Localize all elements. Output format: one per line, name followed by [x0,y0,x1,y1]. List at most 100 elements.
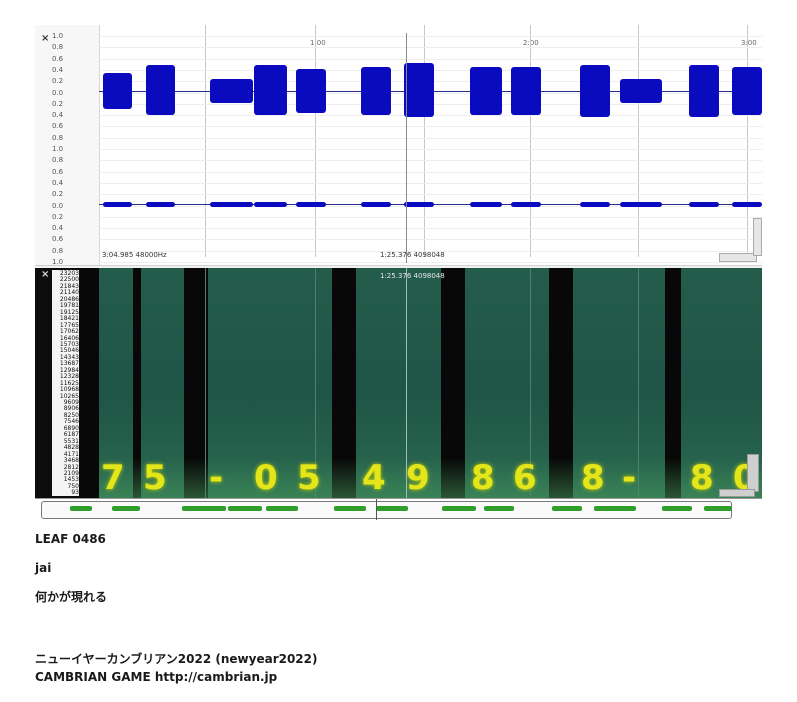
frequency-label: 21140 [59,289,79,297]
grid-line [747,25,748,257]
grid-line [99,171,762,173]
grid-line [99,160,762,162]
vertical-zoom-slider[interactable] [753,218,762,256]
overview-segment [594,506,636,511]
site-footer: CAMBRIAN GAME http://cambrian.jp [35,670,278,684]
silence-gap [79,268,99,498]
grid-line [638,268,639,498]
amplitude-label: 0.2 [52,190,64,199]
amplitude-label: 0.6 [52,54,64,63]
frequency-label: 23203 [59,270,79,277]
grid-line [99,194,762,196]
frequency-label: 22500 [59,276,79,284]
grid-line [99,182,762,184]
amplitude-label: 0.6 [52,122,64,131]
amplitude-label: 0.4 [52,111,64,120]
frequency-label: 3468 [63,457,79,465]
frequency-label: 4171 [63,450,79,458]
amplitude-label: 0.8 [52,246,64,255]
author-name: jai [35,561,52,575]
frequency-label: 19781 [59,302,79,310]
spectrogram-digit: 8 [690,458,714,498]
amplitude-label: 0.6 [52,167,64,176]
ruler-tick: 3:00 [741,39,757,47]
frequency-label: 11625 [59,379,79,387]
horizontal-zoom-slider[interactable] [719,253,757,262]
spectrogram-close-icon[interactable]: × [41,269,50,280]
spectrogram-gain-slider[interactable] [747,454,759,492]
frequency-label: 4828 [63,444,79,452]
amplitude-gutter [35,25,100,265]
playhead-cursor[interactable] [406,33,407,263]
frequency-label: 17765 [59,321,79,329]
frequency-scale: 23203 22500 21843 21140 20486 19781 19125 18421… [52,270,80,496]
frequency-label: 13687 [59,360,79,368]
overview-cursor[interactable] [376,499,377,520]
frequency-label: 15703 [59,340,79,348]
grid-line [99,216,762,218]
overview-segment [662,506,692,511]
playhead-cursor[interactable] [406,268,407,498]
spectrogram-digit: 5 [143,458,167,498]
frequency-label: 750 [67,482,79,490]
grid-line [315,25,316,257]
frequency-label: 15046 [59,347,79,355]
frequency-label: 1453 [63,476,79,484]
frequency-label: 10265 [59,392,79,400]
amplitude-label: 0.2 [52,77,64,86]
cursor-position-readout: 1:25.376 4098048 [380,251,445,259]
spectrogram-digit: 8 [581,458,605,498]
spectrogram-digit: 8 [471,458,495,498]
amplitude-label: 1.0 [52,145,64,153]
amplitude-label: 0.8 [52,156,64,165]
overview-segment [182,506,226,511]
grid-line [99,239,762,241]
silence-gap [133,268,141,498]
grid-line [99,149,762,150]
grid-line [530,25,531,257]
overview-segment [376,506,408,511]
frequency-label: 20486 [59,295,79,303]
artwork-title: 何かが現れる [35,590,108,604]
grid-line [530,268,531,498]
spectrogram-digit: 4 [362,458,386,498]
frequency-label: 12328 [59,373,79,381]
overview-segment [704,506,732,511]
cursor-position-readout: 1:25.376 4098048 [380,272,445,280]
grid-line [99,126,762,128]
amplitude-label: 0.8 [52,133,64,142]
amplitude-label: 0.8 [52,43,64,52]
overview-segment [552,506,582,511]
spectrogram-digit: 7 [101,458,125,498]
frequency-label: 6187 [63,431,79,439]
overview-segment [228,506,262,511]
frequency-label: 16406 [59,334,79,342]
amplitude-label: 0.0 [52,88,64,97]
frequency-label: 12984 [59,366,79,374]
spectrogram-panel[interactable]: × 23203 22500 21843 21140 20486 19781 19125 184… [35,268,762,498]
amplitude-label: 0.6 [52,235,64,244]
waveform-close-icon[interactable]: × [41,33,50,44]
ruler-tick: 1:00 [310,39,326,47]
sample-rate-readout: 3:04.985 48000Hz [102,251,167,259]
frequency-label: 19125 [59,308,79,316]
spectrogram-digit: 5 [297,458,321,498]
spectrogram-digit: 9 [406,458,430,498]
overview-strip[interactable] [35,498,762,520]
frequency-label: 17062 [59,328,79,336]
grid-line [99,47,762,49]
grid-line [99,137,762,139]
overview-segment [334,506,366,511]
overview-scroll-track[interactable] [41,501,732,519]
audio-editor-screenshot: × 1.0 0.8 0.6 0.4 0.2 0.0 0.2 0.4 0.6 0.8 1.0 0.8 0.… [35,25,762,520]
frequency-label: 7546 [63,418,79,426]
frequency-label: 5531 [63,437,79,445]
grid-line [99,250,762,252]
grid-line [99,58,762,60]
grid-line [205,25,206,257]
spectrogram-zoom-slider[interactable] [719,489,755,497]
waveform-panel[interactable]: × 1.0 0.8 0.6 0.4 0.2 0.0 0.2 0.4 0.6 0.8 1.0 0.8 0.… [35,25,762,266]
spectrogram-digit: 0 [254,458,278,498]
frequency-label: 93 [71,489,79,497]
amplitude-label: 0.4 [52,224,64,233]
